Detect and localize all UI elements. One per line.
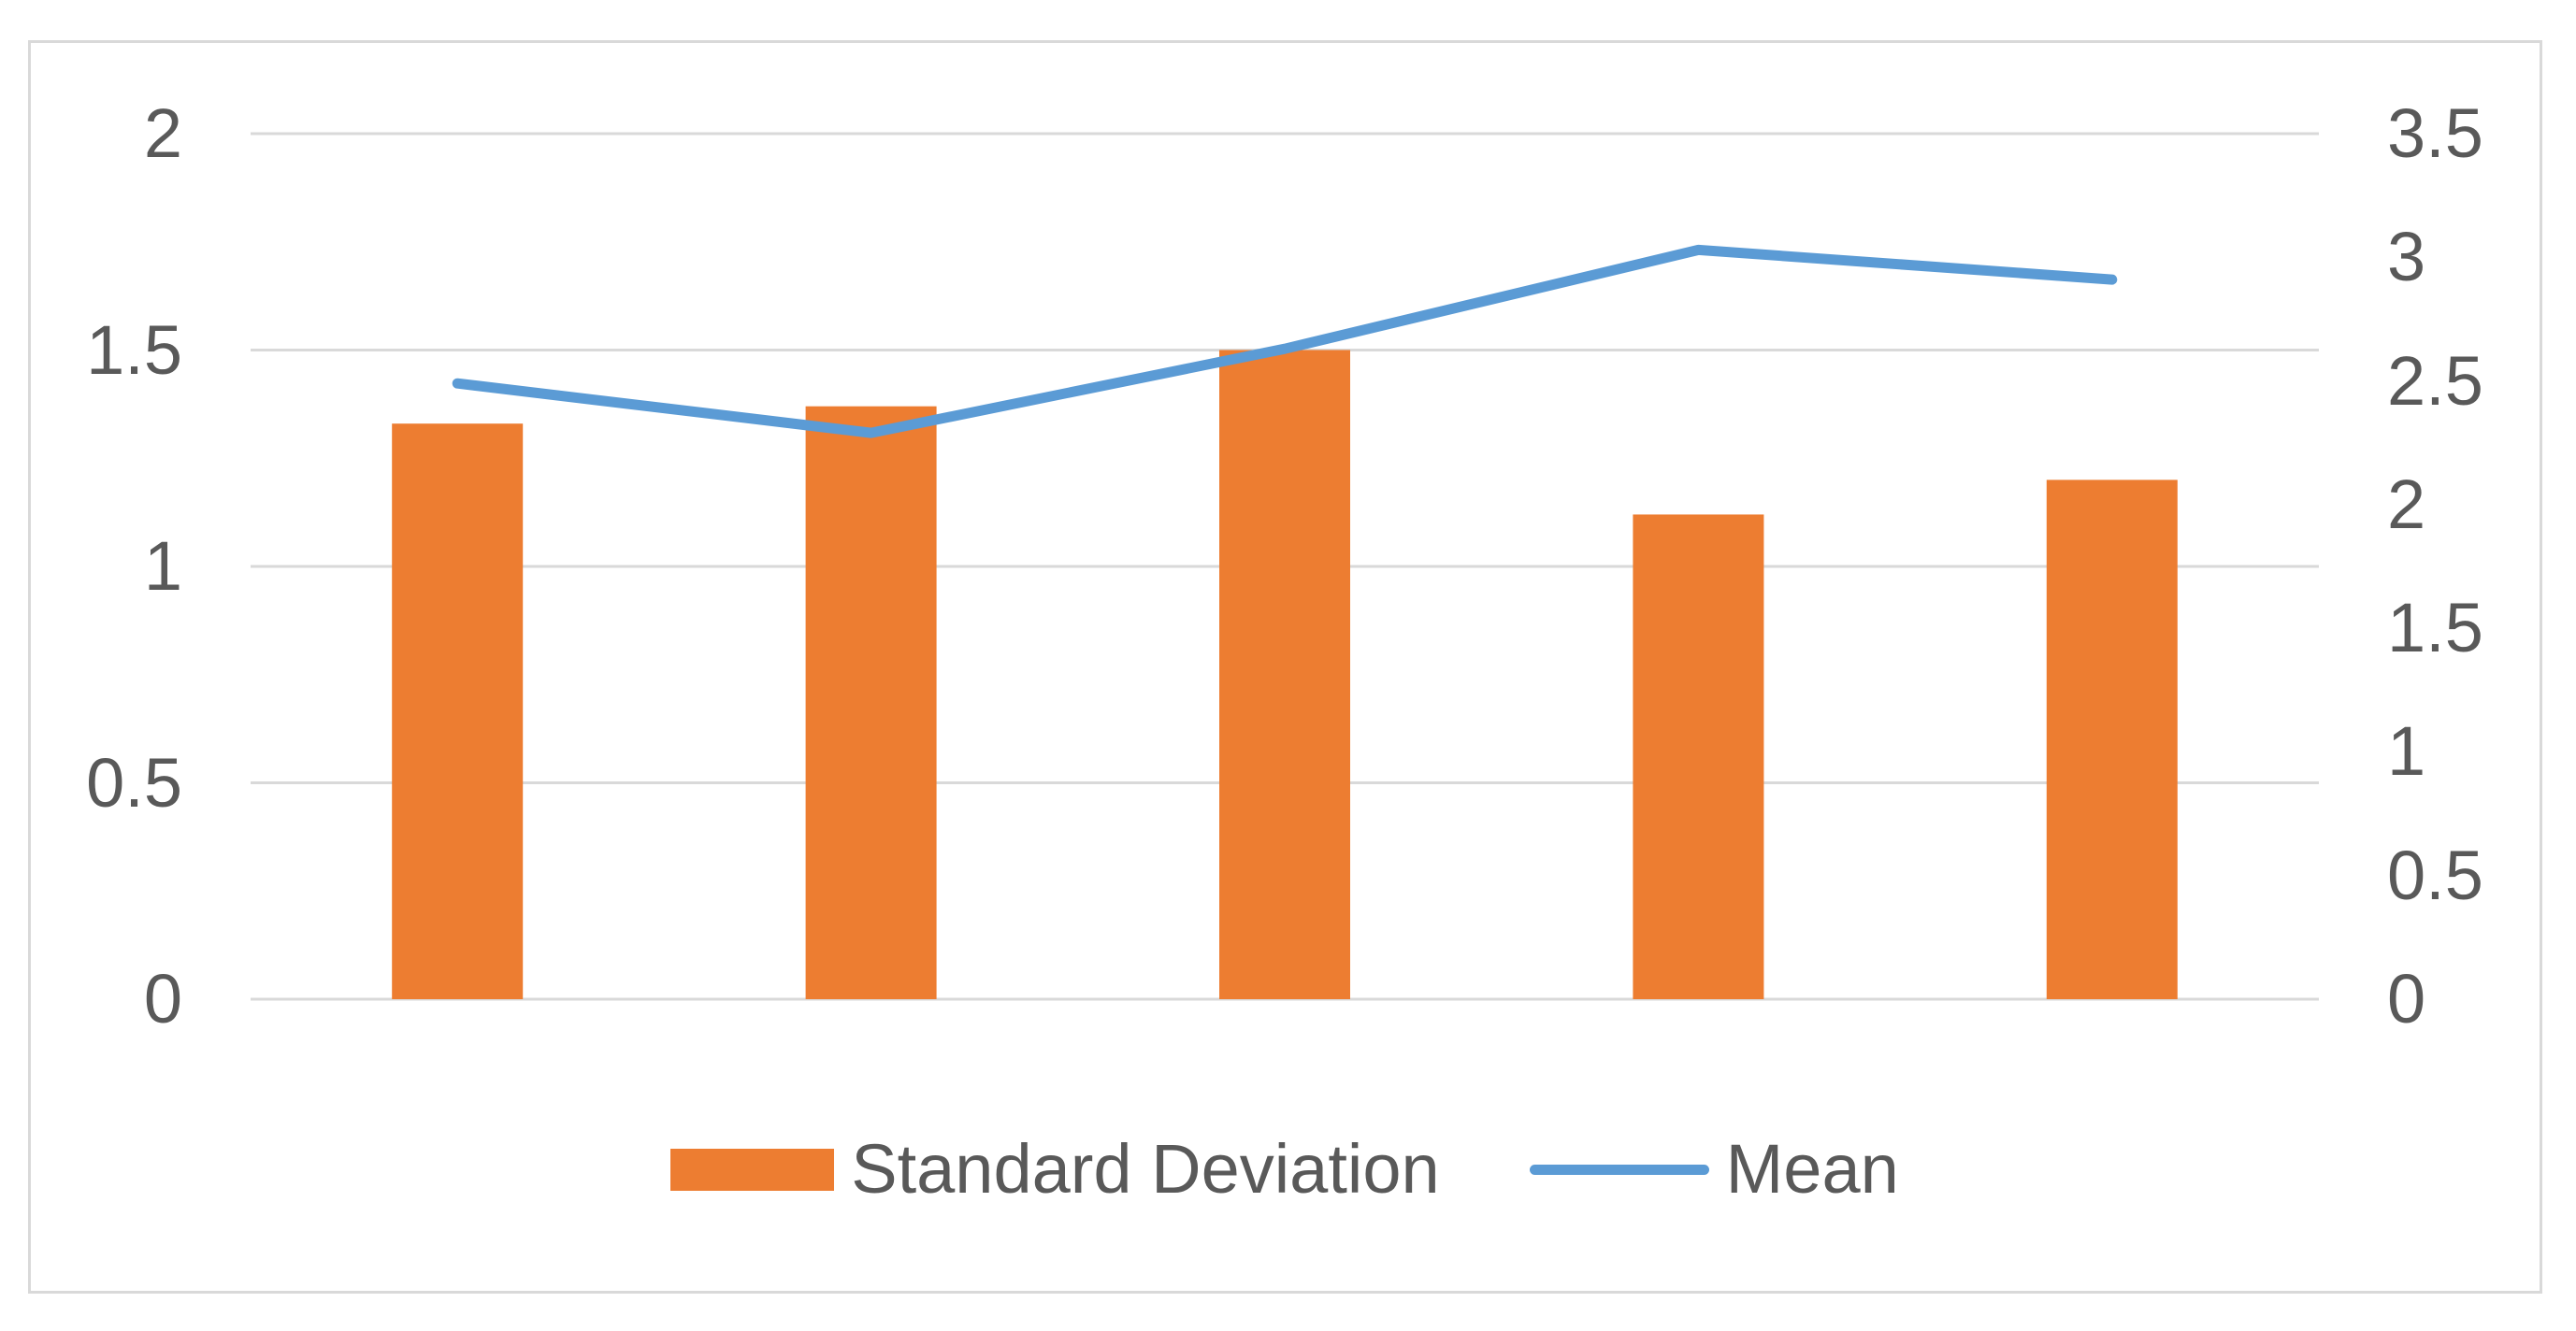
right-axis-tick-label: 2.5 [2387,341,2483,420]
right-axis-tick-label: 2 [2387,465,2426,543]
chart-area-border[interactable] [28,40,2542,1294]
right-axis-tick-label: 3.5 [2387,94,2483,172]
right-axis-tick-label: 3 [2387,218,2426,296]
left-axis-tick-label: 0.5 [86,743,182,822]
left-axis-tick-label: 1.5 [86,310,182,389]
legend-item-mean[interactable]: Mean [1529,1130,1899,1209]
left-axis-tick-label: 0 [143,960,182,1038]
legend-bar-swatch-icon [670,1148,835,1191]
right-axis-tick-label: 1.5 [2387,589,2483,667]
line-series-mean[interactable] [452,244,2118,438]
legend-item-standard-deviation[interactable]: Standard Deviation [670,1130,1440,1209]
legend-label-mean: Mean [1725,1130,1899,1208]
left-axis-tick-label: 2 [143,94,182,172]
left-axis-tick-label: 1 [143,527,182,605]
legend-line-swatch-icon [1529,1164,1709,1175]
right-axis-tick-label: 0.5 [2387,836,2483,914]
bar[interactable] [2046,479,2178,999]
legend[interactable]: Standard Deviation Mean [251,1124,2319,1214]
bar-series-standard-deviation[interactable] [392,350,2178,1000]
bar[interactable] [392,423,524,1000]
bar[interactable] [1633,514,1764,999]
bar[interactable] [1219,350,1350,1000]
right-axis-tick-label: 0 [2387,960,2426,1038]
bar[interactable] [805,406,937,999]
right-axis-tick-label: 1 [2387,712,2426,791]
legend-label-standard-deviation: Standard Deviation [851,1130,1440,1208]
